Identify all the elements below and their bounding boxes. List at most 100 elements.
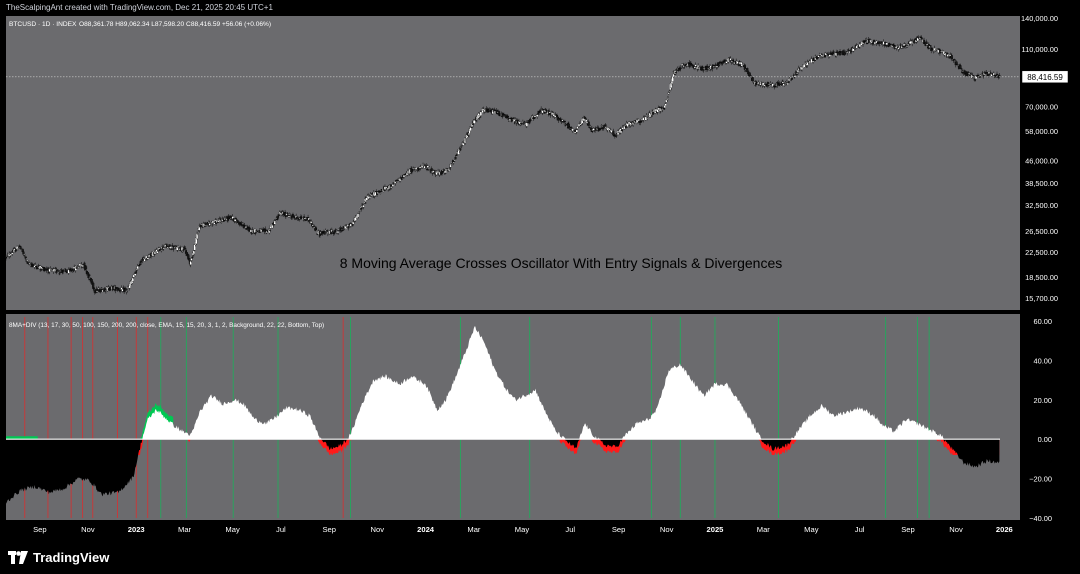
time-x-axis[interactable]: Sep Nov 2023 Mar May Jul Sep Nov 2024 Mar May Jul Se… — [33, 525, 1013, 534]
price-tick-label: 38,500.00 — [1025, 179, 1058, 188]
price-candle — [137, 268, 140, 270]
price-candle — [920, 35, 923, 41]
price-candle — [390, 186, 393, 190]
osc-tick-label: 40.00 — [1034, 356, 1053, 365]
oscillator-y-axis[interactable]: 60.00 40.00 20.00 0.00 −20.00 −40.00 — [1024, 317, 1058, 523]
osc-tick-label: 60.00 — [1034, 317, 1053, 326]
price-candle — [666, 98, 669, 102]
price-tick-label: 58,000.00 — [1025, 127, 1058, 136]
price-candle — [88, 273, 91, 278]
price-candle — [832, 49, 835, 53]
price-candle — [473, 119, 476, 125]
last-price-badge: 88,416.59 — [1021, 70, 1069, 84]
time-tick-label: Sep — [322, 525, 336, 534]
price-candle — [426, 164, 429, 170]
price-candle — [523, 120, 526, 124]
osc-tick-label: −20.00 — [1029, 475, 1052, 484]
price-candle — [884, 41, 887, 44]
price-candle — [11, 252, 14, 256]
time-tick-label: 2023 — [128, 525, 145, 534]
price-candle — [199, 225, 202, 230]
price-candle — [677, 68, 680, 72]
price-candle — [602, 125, 605, 131]
price-candle — [341, 227, 344, 232]
time-tick-label: Mar — [467, 525, 481, 534]
price-candle — [184, 246, 187, 250]
price-candle — [427, 169, 430, 171]
price-candle — [333, 231, 336, 236]
time-tick-label: Sep — [612, 525, 626, 534]
price-candle — [134, 269, 138, 274]
oscillator-signal-markers — [24, 317, 930, 518]
time-tick-label: 2024 — [417, 525, 435, 534]
time-tick-label: Mar — [178, 525, 192, 534]
price-candle — [395, 179, 398, 183]
price-candle — [169, 244, 172, 250]
price-candle — [177, 244, 180, 249]
price-panel[interactable] — [6, 16, 1020, 310]
osc-bull-area — [6, 436, 38, 440]
price-candle — [124, 286, 127, 292]
price-candle — [536, 113, 539, 119]
price-candle — [702, 69, 705, 73]
time-tick-label: May — [515, 525, 530, 534]
price-candle — [295, 216, 298, 219]
tradingview-logo-icon — [8, 550, 28, 564]
price-candle — [454, 155, 457, 160]
price-candle — [36, 268, 39, 270]
price-candle — [337, 229, 340, 235]
time-tick-label: 2025 — [707, 525, 725, 534]
price-candle — [624, 125, 627, 130]
price-candle — [768, 85, 771, 88]
price-candle — [160, 249, 163, 253]
price-candle — [85, 265, 88, 272]
price-candle — [23, 251, 26, 257]
price-tick-label: 18,500.00 — [1025, 273, 1058, 282]
price-candle — [433, 169, 436, 172]
price-candle — [819, 53, 822, 56]
price-candle — [196, 231, 199, 240]
time-tick-label: Nov — [81, 525, 95, 534]
time-tick-label: Sep — [33, 525, 47, 534]
price-candle — [414, 169, 417, 173]
price-candle — [587, 119, 590, 127]
time-tick-label: Jul — [855, 525, 865, 534]
tradingview-logo[interactable]: TradingView — [8, 547, 109, 567]
price-candle — [196, 233, 199, 236]
price-candle — [747, 69, 750, 75]
price-candle — [930, 47, 934, 50]
price-candle — [660, 105, 663, 110]
price-candle — [450, 162, 453, 167]
oscillator-title: 8MA+DIV (13, 17, 30, 50, 100, 150, 200, … — [9, 322, 324, 329]
last-price-label: 88,416.59 — [1027, 73, 1063, 82]
price-candle — [589, 124, 592, 129]
footer-bar — [0, 540, 1080, 574]
price-candle — [274, 218, 277, 223]
price-candle — [575, 129, 578, 134]
price-candle — [140, 260, 143, 265]
price-candle — [333, 230, 337, 233]
price-candle — [132, 274, 135, 279]
price-candle — [205, 224, 208, 227]
price-candle — [58, 271, 61, 276]
price-candle — [220, 220, 223, 224]
price-tick-label: 110,000.00 — [1022, 45, 1058, 54]
price-candle — [192, 250, 195, 257]
price-tick-label: 140,000.00 — [1021, 14, 1058, 23]
chart-credit: TheScalpingAnt created with TradingView.… — [6, 3, 273, 12]
price-candle — [636, 121, 639, 125]
price-candle — [960, 67, 963, 71]
zero-badge — [1024, 433, 1058, 446]
price-candle — [783, 82, 786, 87]
price-y-axis[interactable]: 140,000.00 110,000.00 70,000.00 58,000.00 46… — [1021, 14, 1058, 303]
price-candle — [159, 247, 162, 251]
last-price-badge-bg — [1021, 70, 1069, 84]
oscillator-series — [6, 326, 1000, 504]
price-candle — [769, 81, 772, 85]
price-tick-label: 22,500.00 — [1025, 248, 1058, 257]
chart-canvas[interactable]: 140,000.00 110,000.00 70,000.00 58,000.00 46… — [0, 0, 1080, 540]
ohlc-readout: O88,361.78 H89,062.34 L87,598.20 C88,416… — [79, 21, 271, 28]
price-tick-label: 32,500.00 — [1025, 201, 1058, 210]
price-candle — [166, 245, 169, 249]
price-candle — [104, 289, 107, 294]
